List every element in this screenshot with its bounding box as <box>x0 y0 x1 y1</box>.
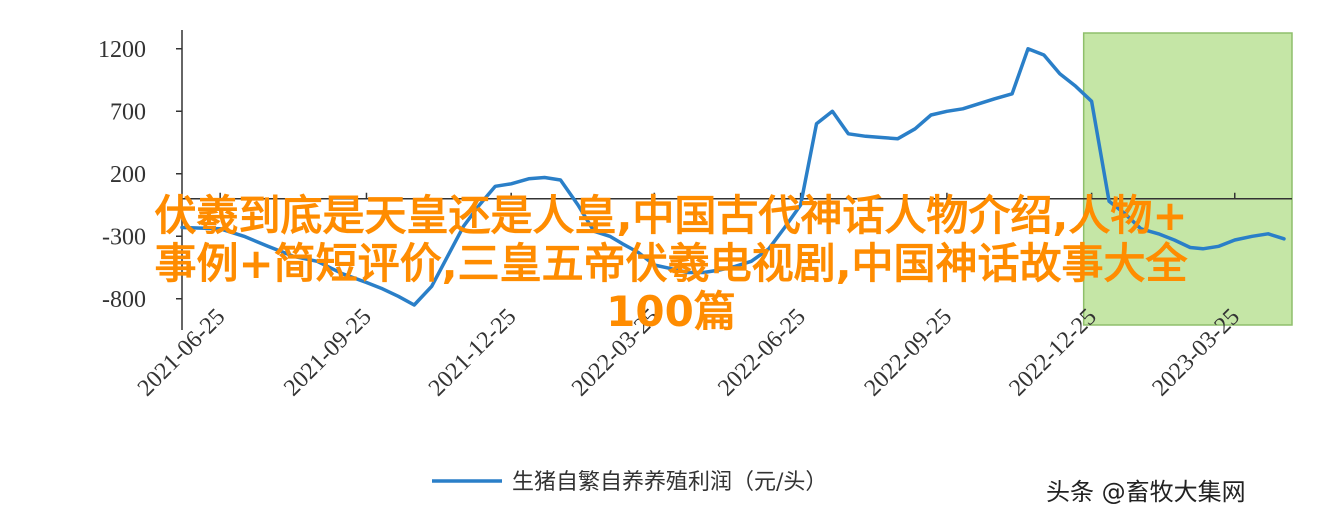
y-tick-label: -800 <box>102 287 146 313</box>
y-axis: 1200 700 200 -300 -800 <box>98 30 183 330</box>
overlay-line-3: 100篇 <box>606 287 736 336</box>
legend: 生猪自繁自养养殖利润（元/头） <box>432 470 827 495</box>
watermark-text: 头条 @畜牧大集网 <box>1046 478 1246 506</box>
series-line-profit <box>180 47 1286 307</box>
y-tick-label: -300 <box>102 224 146 250</box>
overlay-line-2: 事例+简短评价,三皇五帝伏羲电视剧,中国神话故事大全 <box>154 239 1188 288</box>
y-tick-label: 700 <box>110 99 146 125</box>
legend-label: 生猪自繁自养养殖利润（元/头） <box>512 470 827 495</box>
overlay-title: 伏羲到底是天皇还是人皇,中国古代神话人物介绍,人物+ 事例+简短评价,三皇五帝伏… <box>12 192 1330 336</box>
highlight-region <box>1082 32 1293 326</box>
y-tick-label: 1200 <box>98 37 146 63</box>
overlay-line-1: 伏羲到底是天皇还是人皇,中国古代神话人物介绍,人物+ <box>154 191 1188 240</box>
y-tick-label: 200 <box>110 162 146 188</box>
